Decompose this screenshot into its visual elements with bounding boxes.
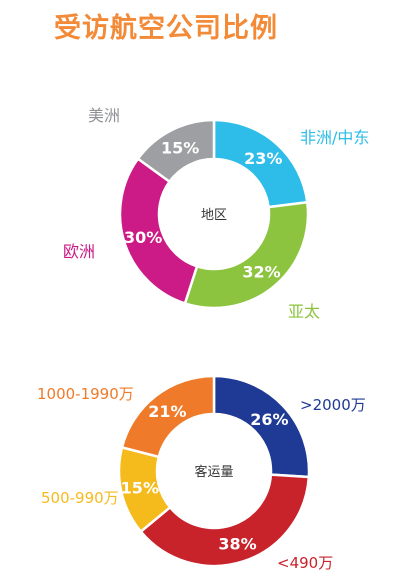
slice-percent-label: 32% [242, 262, 280, 281]
slice-category-label: 500-990万 [41, 489, 119, 507]
donut-slice [120, 374, 216, 459]
page-title: 受访航空公司比例 [54, 13, 278, 44]
slice-category-label: 欧洲 [63, 242, 95, 261]
slice-category-label: 非洲/中东 [300, 128, 369, 147]
donut-center-label: 客运量 [194, 464, 233, 480]
slice-percent-label: 30% [124, 228, 162, 247]
donut-slice [139, 473, 311, 568]
donut-slice [118, 157, 199, 305]
slice-category-label: 1000-1990万 [37, 385, 134, 403]
slice-percent-label: 38% [218, 534, 256, 553]
donut-slice [212, 374, 311, 479]
slice-category-label: 亚太 [288, 302, 320, 321]
slice-category-label: 美洲 [88, 106, 120, 125]
donut-center-label: 地区 [201, 208, 227, 223]
slice-category-label: >2000万 [300, 396, 366, 414]
slice-percent-label: 23% [244, 149, 282, 168]
slice-percent-label: 21% [148, 402, 186, 421]
passenger-volume-donut-chart: 26% >2000万 38% <490万 15%500-990万 21% 1000-1990… [37, 374, 366, 572]
slice-percent-label: 15% [121, 479, 159, 498]
slice-percent-label: 26% [250, 410, 288, 429]
donut-slice [136, 118, 216, 184]
donut-slice [183, 200, 310, 310]
slice-category-label: <490万 [277, 554, 333, 572]
slice-percent-label: 15% [161, 139, 199, 158]
